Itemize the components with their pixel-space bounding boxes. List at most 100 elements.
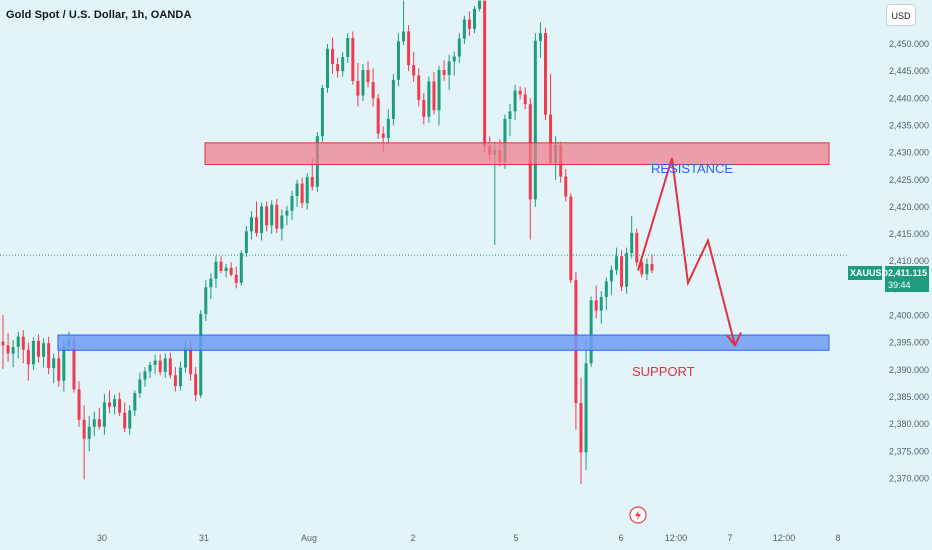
candle-body (579, 402, 583, 453)
candle-body (569, 196, 573, 281)
candle-body (57, 358, 61, 381)
candle-body (138, 379, 142, 394)
price-tag-countdown: 39:44 (888, 280, 911, 290)
candle-body (148, 364, 152, 372)
candle-body (6, 345, 10, 354)
candle-body (194, 374, 198, 396)
candle-body (219, 261, 223, 271)
candle-body (437, 70, 441, 111)
candle-body (366, 70, 370, 83)
candle-body (533, 40, 537, 200)
candle-body (270, 204, 274, 226)
price-tick-label: 2,395.000 (889, 338, 929, 348)
candle-body (630, 232, 634, 254)
candle-body (189, 346, 193, 375)
candle-body (407, 31, 411, 66)
candle-body (123, 412, 127, 429)
candle-body (305, 177, 309, 204)
currency-button[interactable]: USD (886, 4, 916, 26)
candle-body (158, 360, 162, 372)
candle-body (356, 80, 360, 96)
candle-body (650, 263, 654, 271)
price-tag-value-bg (885, 266, 929, 292)
candle-body (285, 210, 289, 216)
candle-body (62, 345, 66, 381)
candle-body (523, 94, 527, 105)
price-scale: 2,450.000 2,445.000 2,440.000 2,435.000 2,43… (889, 39, 929, 483)
candle-body (234, 274, 238, 283)
candle-body (452, 56, 456, 62)
time-tick-label: 6 (618, 533, 623, 543)
time-tick-label: 8 (835, 533, 840, 543)
candle-body (462, 19, 466, 39)
resistance-zone (204, 142, 830, 166)
candle-body (26, 349, 30, 365)
price-tick-label: 2,400.000 (889, 311, 929, 321)
candle-body (214, 261, 218, 279)
candle-body (249, 217, 253, 232)
candle-body (427, 81, 431, 117)
candle-body (204, 287, 208, 314)
candle-body (143, 371, 147, 380)
candle-body (239, 253, 243, 283)
candle-body (209, 278, 213, 288)
candle-body (128, 410, 132, 429)
candle-body (310, 177, 314, 187)
support-label: SUPPORT (632, 364, 695, 379)
candle-body (229, 267, 233, 275)
candle-body (564, 176, 568, 197)
candle-body (346, 38, 350, 58)
candle-body (42, 343, 46, 357)
candle-body (376, 98, 380, 134)
candle-body (199, 313, 203, 396)
candle-body (412, 65, 416, 76)
candle-body (92, 419, 96, 427)
time-scale: 30 31 Aug 2 5 6 12:00 7 12:00 8 (97, 533, 841, 543)
candle-body (290, 196, 294, 211)
price-tick-label: 2,410.000 (889, 256, 929, 266)
time-tick-label: 2 (410, 533, 415, 543)
projection-arrow-head (726, 331, 742, 348)
time-tick-label: 12:00 (773, 533, 796, 543)
price-tick-label: 2,370.000 (889, 473, 929, 483)
candle-body (432, 81, 436, 111)
candle-body (107, 402, 111, 407)
candle-body (260, 206, 264, 233)
candle-body (36, 341, 40, 357)
candle-body (168, 358, 172, 376)
candle-body (538, 33, 542, 41)
candle-body (52, 358, 56, 369)
price-tick-label: 2,375.000 (889, 446, 929, 456)
candle-body (614, 256, 618, 270)
candle-body (467, 19, 471, 29)
candle-body (275, 204, 279, 229)
candle-body (589, 300, 593, 364)
candle-body (422, 99, 426, 117)
candle-body (173, 375, 177, 387)
time-tick-label: 12:00 (665, 533, 688, 543)
candle-body (102, 402, 106, 427)
candle-body (87, 426, 91, 439)
support-zone (57, 334, 830, 351)
candle-body (543, 33, 547, 115)
candle-body (77, 389, 81, 420)
candle-body (635, 232, 639, 263)
candle-body (178, 367, 182, 387)
time-tick-label: Aug (301, 533, 317, 543)
candle-body (442, 70, 446, 75)
price-tag-symbol-bg (848, 266, 882, 280)
candle-body (457, 38, 461, 57)
candle-body (503, 118, 507, 162)
price-tick-label: 2,430.000 (889, 148, 929, 158)
lightning-icon[interactable] (629, 506, 647, 524)
candle-body (16, 336, 20, 347)
candle-body (244, 231, 248, 254)
time-tick-label: 31 (199, 533, 209, 543)
candle-body (417, 75, 421, 100)
price-tick-label: 2,450.000 (889, 39, 929, 49)
candle-body (336, 64, 340, 72)
resistance-label: RESISTANCE (651, 161, 733, 176)
candle-body (341, 57, 345, 72)
time-tick-label: 7 (727, 533, 732, 543)
